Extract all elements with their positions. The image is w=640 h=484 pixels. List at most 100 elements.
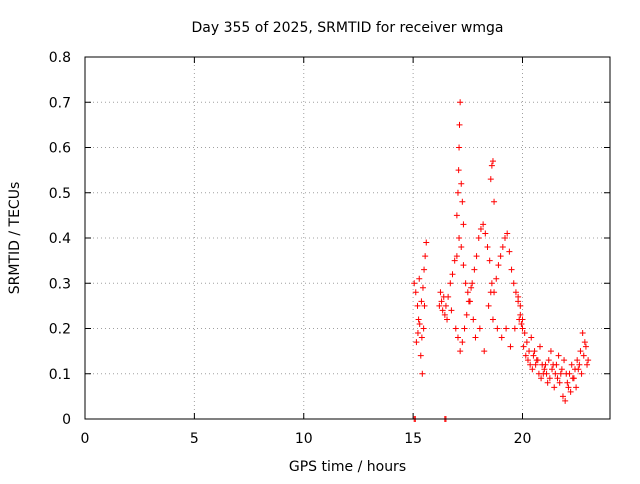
- data-point: [485, 302, 492, 309]
- data-point: [531, 348, 538, 355]
- data-point: [470, 316, 477, 323]
- data-point: [438, 298, 445, 305]
- data-point: [519, 325, 526, 332]
- data-point: [437, 289, 444, 296]
- data-point: [416, 320, 423, 327]
- data-point: [453, 212, 460, 219]
- data-point: [458, 244, 465, 251]
- data-point: [447, 280, 454, 287]
- y-tick-label: 0: [62, 412, 71, 428]
- data-point: [411, 280, 418, 287]
- data-point: [565, 384, 572, 391]
- data-point: [555, 352, 562, 359]
- data-point: [504, 230, 511, 237]
- data-point: [420, 325, 427, 332]
- data-point: [471, 266, 478, 273]
- data-point: [558, 366, 565, 373]
- data-point: [457, 99, 464, 106]
- data-point: [413, 339, 420, 346]
- data-point: [582, 343, 589, 350]
- x-tick-label: 10: [295, 431, 313, 447]
- data-point: [537, 343, 543, 350]
- grid-layer: [85, 57, 610, 419]
- data-point: [552, 370, 559, 377]
- data-point: [557, 370, 564, 377]
- data-point: [451, 257, 458, 264]
- data-point: [508, 266, 515, 273]
- x-tick-label: 5: [190, 431, 199, 447]
- y-tick-label: 0.2: [49, 322, 71, 338]
- data-point: [456, 235, 463, 241]
- data-point: [554, 375, 561, 382]
- data-point: [564, 379, 571, 386]
- data-point: [423, 239, 430, 246]
- data-point: [553, 361, 560, 368]
- data-point: [517, 311, 524, 318]
- data-point: [419, 370, 426, 377]
- data-point: [415, 316, 422, 323]
- data-point: [412, 289, 419, 296]
- data-point: [576, 361, 583, 368]
- data-point: [491, 198, 498, 205]
- data-point: [518, 320, 525, 327]
- data-point: [578, 370, 585, 377]
- data-point: [549, 366, 556, 373]
- data-point: [421, 266, 428, 273]
- data-point: [465, 298, 472, 305]
- data-point: [488, 162, 495, 169]
- data-point: [559, 393, 566, 400]
- data-point: [502, 235, 508, 241]
- data-point: [573, 384, 580, 391]
- data-point: [414, 330, 421, 337]
- data-point: [541, 366, 548, 373]
- data-point: [523, 339, 530, 346]
- data-point: [455, 167, 462, 174]
- data-point: [442, 302, 449, 309]
- data-point: [489, 316, 496, 323]
- point-layer: [411, 99, 592, 422]
- data-point: [475, 235, 482, 241]
- data-point: [562, 397, 569, 404]
- data-point: [561, 357, 568, 364]
- data-point: [503, 325, 510, 332]
- y-tick-label: 0.5: [49, 186, 71, 202]
- data-point: [422, 253, 429, 260]
- chart-title: Day 355 of 2025, SRMTID for receiver wmg…: [192, 20, 504, 36]
- data-point: [462, 280, 469, 287]
- data-point: [448, 307, 455, 314]
- data-point: [510, 280, 517, 287]
- data-point: [533, 357, 540, 364]
- data-point: [497, 253, 504, 260]
- plot-frame: [84, 56, 611, 420]
- data-point: [418, 334, 425, 341]
- data-point: [469, 280, 476, 287]
- data-point: [488, 280, 495, 287]
- data-point: [456, 121, 463, 128]
- data-point: [524, 357, 531, 364]
- data-point: [570, 375, 577, 382]
- data-point: [495, 262, 502, 269]
- data-point: [579, 330, 586, 337]
- data-point: [444, 316, 451, 323]
- data-point: [567, 388, 574, 395]
- data-point: [454, 189, 461, 196]
- y-tick-label: 0.1: [49, 367, 71, 383]
- data-point: [458, 180, 465, 187]
- data-point: [468, 284, 475, 291]
- data-point: [456, 144, 463, 151]
- data-point: [544, 379, 551, 386]
- data-point: [581, 339, 588, 346]
- data-point: [472, 334, 479, 341]
- data-point: [540, 370, 547, 377]
- data-point: [477, 225, 484, 232]
- data-point: [487, 289, 494, 296]
- data-point: [414, 302, 421, 309]
- data-point: [542, 361, 549, 368]
- data-point: [546, 375, 553, 382]
- data-point: [463, 311, 470, 318]
- data-point: [551, 384, 558, 391]
- x-tick-label: 20: [514, 431, 532, 447]
- data-point: [517, 302, 524, 309]
